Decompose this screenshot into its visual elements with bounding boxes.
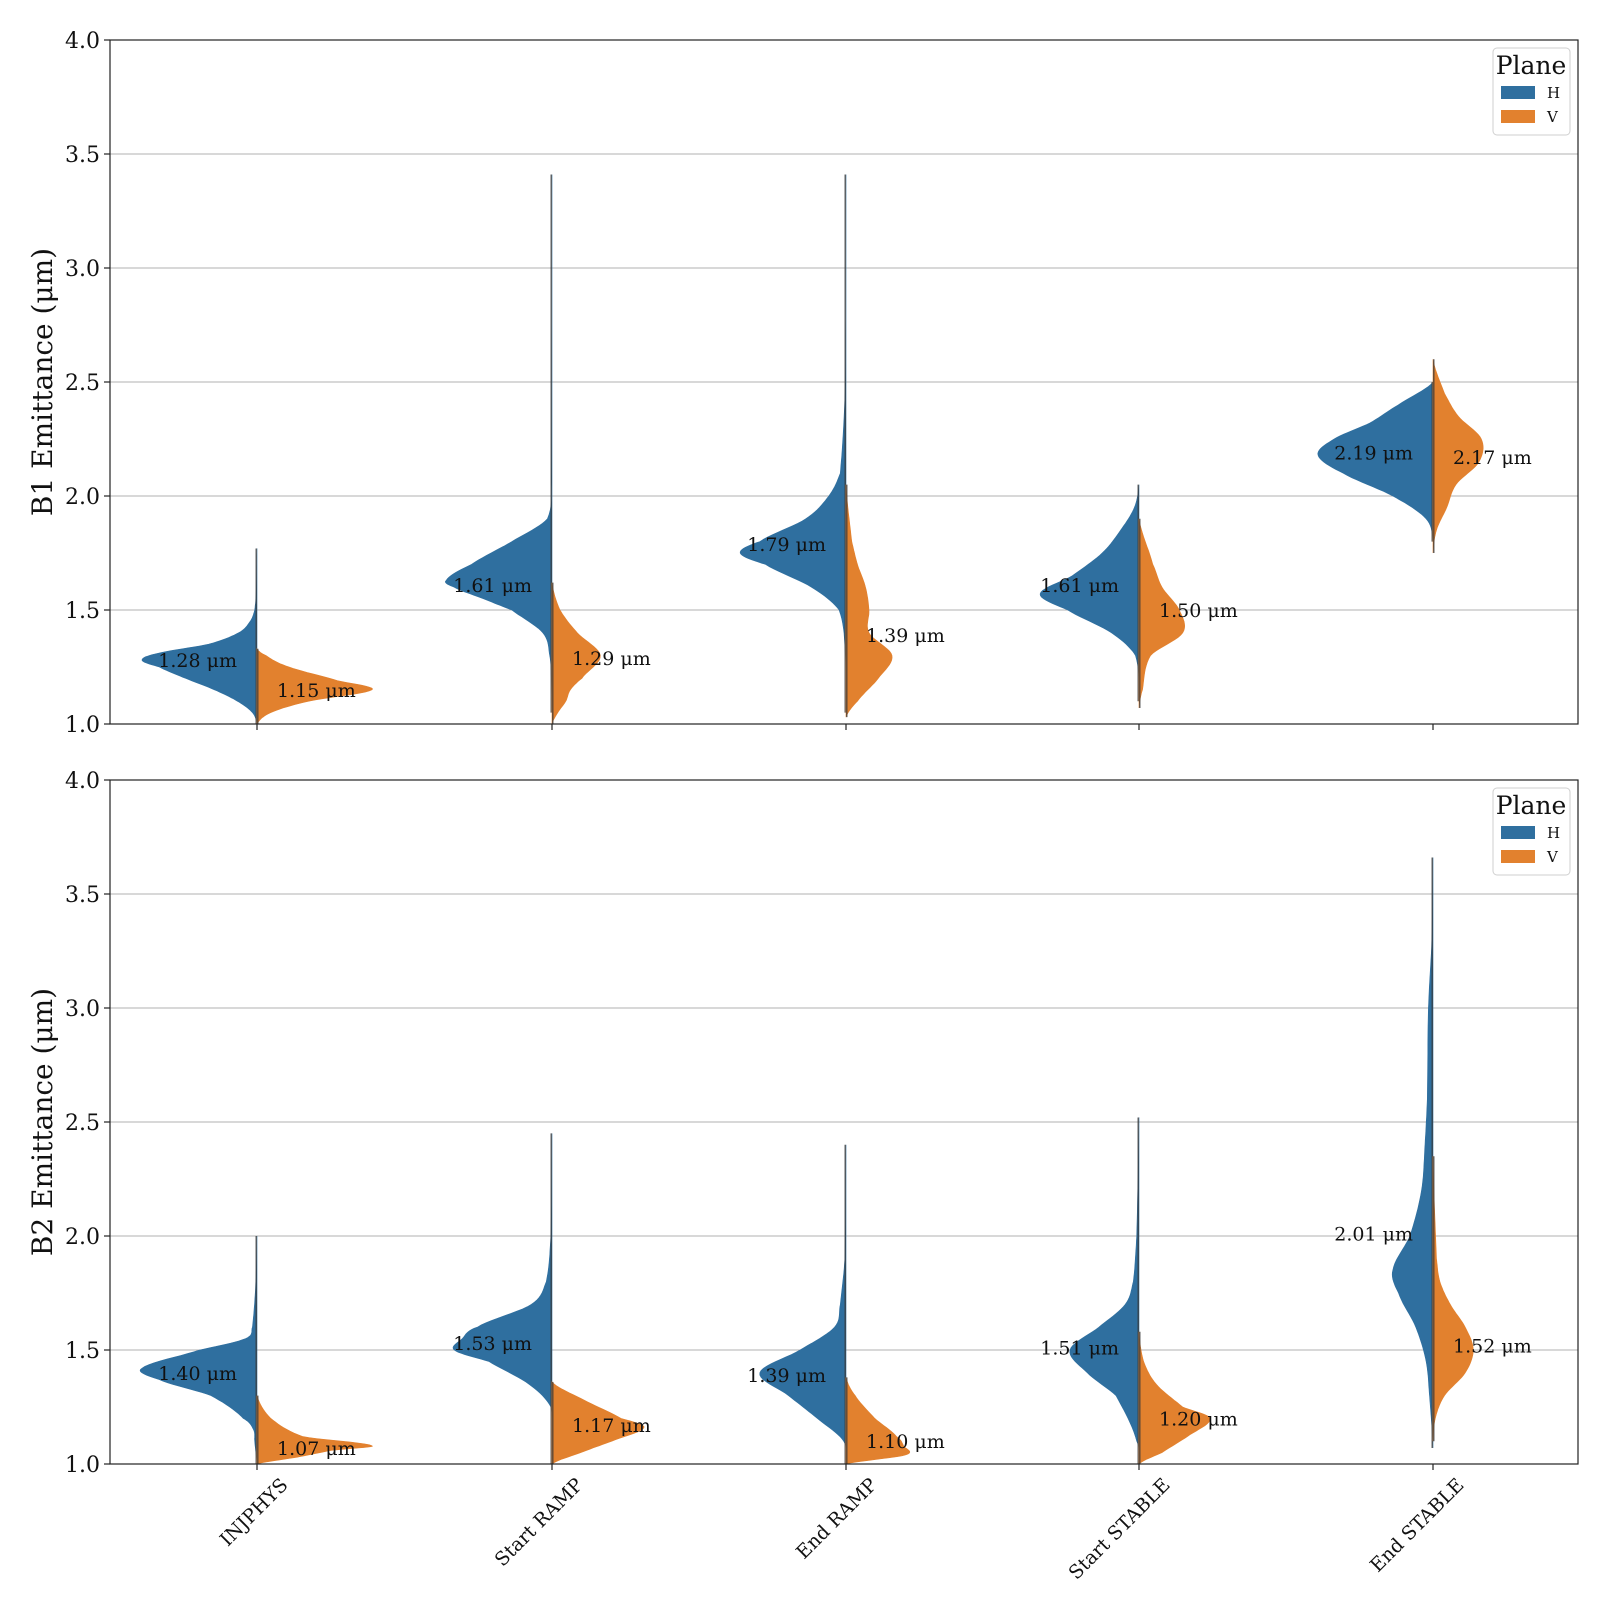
y-tick-label: 4.0 (65, 769, 100, 794)
y-tick-label: 1.0 (65, 1453, 100, 1478)
y-tick-label: 1.5 (65, 1339, 100, 1364)
legend-title: Plane (1496, 791, 1567, 820)
y-tick-label: 3.0 (65, 257, 100, 282)
y-tick-label: 2.0 (65, 485, 100, 510)
legend-title: Plane (1496, 51, 1567, 80)
median-label-V-2: 1.29 μm (572, 648, 651, 670)
median-label-V-2: 1.17 μm (572, 1415, 651, 1437)
violin-V-2 (551, 1381, 645, 1465)
y-tick-label: 4.0 (65, 29, 100, 54)
violin-V-1 (256, 1395, 373, 1465)
legend-swatch-H (1501, 86, 1535, 99)
y-tick-label: 1.0 (65, 713, 100, 738)
median-label-H-1: 1.40 μm (158, 1363, 237, 1385)
violin-V-3 (845, 484, 893, 718)
median-label-V-3: 1.39 μm (866, 625, 945, 647)
legend: Plane HV (1492, 787, 1571, 876)
x-category-label: End STABLE (1366, 1474, 1469, 1577)
violin-H-3 (739, 174, 847, 713)
plot-frame (109, 779, 1579, 1465)
median-label-H-1: 1.28 μm (158, 650, 237, 672)
median-label-H-2: 1.61 μm (453, 575, 532, 597)
median-label-V-1: 1.15 μm (277, 680, 356, 702)
violin-H-4 (1039, 484, 1140, 702)
legend-label-V: V (1546, 108, 1559, 126)
violin-H-5 (1391, 857, 1434, 1449)
median-label-V-1: 1.07 μm (277, 1438, 356, 1460)
y-tick-label: 3.5 (65, 143, 100, 168)
violin-V-3 (845, 1377, 911, 1465)
violin-H-1 (139, 1235, 258, 1465)
median-label-H-4: 1.61 μm (1040, 575, 1119, 597)
y-axis-label: B1 Emittance (μm) (26, 248, 59, 516)
y-tick-label: 2.5 (65, 371, 100, 396)
median-label-V-5: 2.17 μm (1453, 447, 1532, 469)
median-label-V-4: 1.20 μm (1159, 1408, 1238, 1430)
median-label-V-3: 1.10 μm (866, 1431, 945, 1453)
legend-label-H: H (1547, 84, 1560, 102)
median-label-H-5: 2.19 μm (1334, 443, 1413, 465)
violin-V-5 (1432, 359, 1484, 554)
x-category-label: INJPHYS (216, 1474, 293, 1551)
violin-V-5 (1432, 1156, 1474, 1442)
legend: Plane HV (1492, 47, 1571, 136)
legend-label-V: V (1546, 848, 1559, 866)
median-label-V-5: 1.52 μm (1453, 1335, 1532, 1357)
violin-H-2 (444, 174, 553, 713)
x-category-label: Start RAMP (491, 1474, 588, 1571)
violin-V-4 (1138, 1331, 1211, 1465)
y-tick-label: 3.5 (65, 883, 100, 908)
median-label-H-3: 1.39 μm (747, 1365, 826, 1387)
legend-swatch-V (1501, 110, 1535, 123)
x-category-label: End RAMP (792, 1474, 882, 1564)
y-tick-label: 2.5 (65, 1111, 100, 1136)
median-label-V-4: 1.50 μm (1159, 600, 1238, 622)
legend-swatch-V (1501, 850, 1535, 863)
violin-H-4 (1069, 1117, 1140, 1465)
plot-frame (109, 39, 1579, 725)
violin-V-4 (1138, 518, 1186, 709)
y-tick-label: 1.5 (65, 599, 100, 624)
y-tick-label: 3.0 (65, 997, 100, 1022)
y-tick-label: 2.0 (65, 1225, 100, 1250)
violin-H-5 (1317, 381, 1434, 542)
violin-H-1 (141, 548, 258, 725)
y-axis-label: B2 Emittance (μm) (26, 988, 59, 1256)
median-label-H-2: 1.53 μm (453, 1333, 532, 1355)
violin-H-2 (452, 1133, 553, 1464)
chart-panel-1: 1.0 1.5 2.0 2.5 3.0 3.5 4.0 1.28 μm 1.61 μm 1.79 … (26, 29, 1579, 738)
violin-V-1 (256, 647, 373, 726)
legend-label-H: H (1547, 824, 1560, 842)
chart-panel-2: 1.0 1.5 2.0 2.5 3.0 3.5 4.0 1.40 μm 1.53 μm 1.39 … (26, 769, 1579, 1478)
violin-V-2 (551, 582, 601, 725)
violin-H-3 (759, 1144, 847, 1464)
median-label-H-4: 1.51 μm (1040, 1338, 1119, 1360)
median-label-H-5: 2.01 μm (1334, 1224, 1413, 1246)
median-label-H-3: 1.79 μm (747, 534, 826, 556)
legend-swatch-H (1501, 826, 1535, 839)
x-category-label: Start STABLE (1065, 1474, 1175, 1584)
